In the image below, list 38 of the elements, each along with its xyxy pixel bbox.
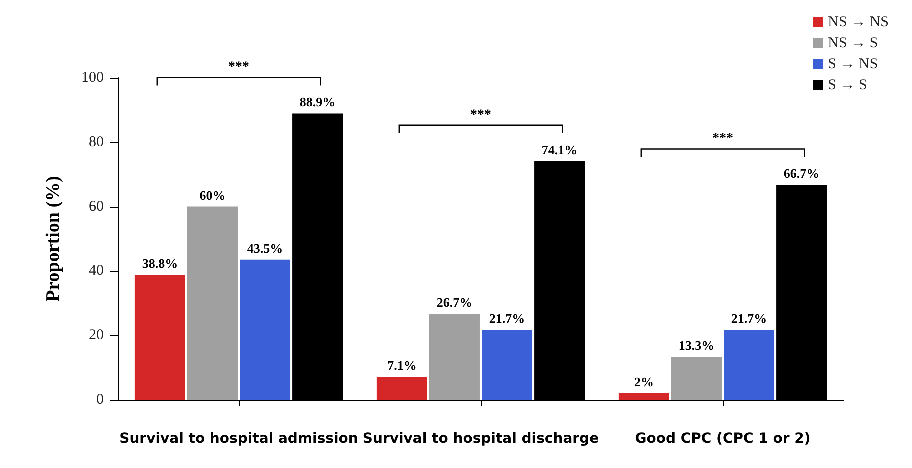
- x-tick-label: Survival to hospital admission: [120, 431, 358, 447]
- bar: [134, 275, 186, 400]
- data-label: 7.1%: [388, 358, 417, 374]
- bar: [376, 377, 428, 400]
- data-label: 88.9%: [300, 94, 336, 110]
- data-label: 13.3%: [678, 338, 715, 354]
- y-tick-label: 80: [89, 134, 104, 150]
- x-tick-label: Survival to hospital discharge: [362, 431, 600, 447]
- data-label: 43.5%: [247, 240, 284, 256]
- annotation: ***: [712, 132, 734, 147]
- bar: [482, 330, 533, 400]
- data-label: 26.7%: [436, 295, 473, 310]
- bar: [618, 394, 670, 400]
- data-label: 74.1%: [542, 142, 578, 158]
- bar: [724, 330, 775, 400]
- legend-label: S → NS: [828, 56, 878, 72]
- data-label: 21.7%: [731, 311, 768, 326]
- data-label: 60%: [200, 188, 226, 203]
- legend-label: NS → S: [828, 36, 878, 52]
- y-tick-label: 0: [96, 392, 104, 408]
- legend-label: NS → NS: [828, 14, 890, 30]
- bar: [240, 260, 291, 400]
- annotation: ***: [470, 108, 492, 123]
- bar: [671, 357, 722, 400]
- y-axis-title: Proportion (%): [43, 176, 64, 302]
- text: ***: [228, 60, 250, 76]
- y-tick-label: 100: [82, 70, 104, 86]
- legend-label: S → S: [828, 78, 868, 94]
- y-tick-label: 60: [89, 198, 104, 215]
- data-label: 21.7%: [489, 311, 526, 326]
- data-label: 2%: [634, 374, 654, 390]
- bar: [429, 314, 480, 400]
- data-label: 38.8%: [142, 256, 178, 272]
- data-label: 66.7%: [784, 166, 820, 182]
- bar: [187, 206, 238, 400]
- y-tick-label: 40: [89, 263, 104, 280]
- y-tick-label: 20: [89, 328, 104, 344]
- x-tick-label: Good CPC (CPC 1 or 2): [635, 431, 811, 447]
